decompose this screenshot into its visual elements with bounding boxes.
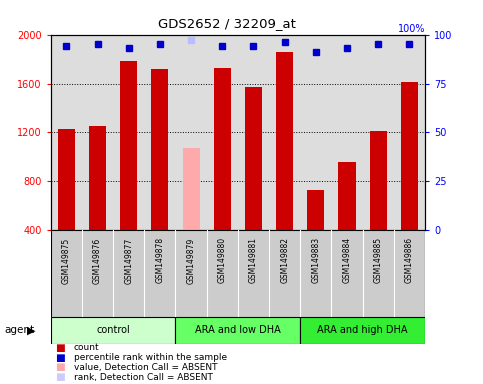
Bar: [51, 317, 175, 344]
Bar: [175, 317, 300, 344]
Text: GSM149877: GSM149877: [124, 237, 133, 283]
Bar: [245, 87, 262, 230]
Text: GSM149882: GSM149882: [280, 237, 289, 283]
Bar: [183, 148, 199, 230]
Text: ■: ■: [56, 372, 65, 382]
Text: GDS2652 / 32209_at: GDS2652 / 32209_at: [158, 17, 296, 30]
Text: GSM149883: GSM149883: [312, 237, 320, 283]
Bar: [300, 317, 425, 344]
Text: ▶: ▶: [27, 325, 36, 335]
Text: ARA and high DHA: ARA and high DHA: [317, 325, 408, 335]
Text: GSM149885: GSM149885: [374, 237, 383, 283]
Text: ■: ■: [56, 362, 65, 372]
Text: control: control: [96, 325, 130, 335]
Text: percentile rank within the sample: percentile rank within the sample: [74, 353, 227, 362]
Text: agent: agent: [5, 325, 35, 335]
Text: ARA and low DHA: ARA and low DHA: [195, 325, 281, 335]
Text: GSM149880: GSM149880: [218, 237, 227, 283]
Text: GSM149876: GSM149876: [93, 237, 102, 283]
Text: ■: ■: [56, 343, 65, 353]
Bar: [339, 162, 355, 230]
Text: GSM149886: GSM149886: [405, 237, 414, 283]
Text: 100%: 100%: [398, 23, 425, 33]
Bar: [276, 52, 293, 230]
Bar: [213, 68, 231, 230]
Bar: [151, 69, 169, 230]
Text: GSM149881: GSM149881: [249, 237, 258, 283]
Text: GSM149884: GSM149884: [342, 237, 352, 283]
Bar: [369, 131, 387, 230]
Bar: [401, 82, 418, 230]
Text: value, Detection Call = ABSENT: value, Detection Call = ABSENT: [74, 363, 217, 372]
Text: ■: ■: [56, 353, 65, 362]
Text: rank, Detection Call = ABSENT: rank, Detection Call = ABSENT: [74, 373, 213, 382]
Bar: [58, 129, 75, 230]
Bar: [120, 61, 137, 230]
Text: GSM149878: GSM149878: [156, 237, 164, 283]
Text: count: count: [74, 343, 99, 352]
Text: GSM149875: GSM149875: [62, 237, 71, 283]
Bar: [89, 126, 106, 230]
Text: GSM149879: GSM149879: [186, 237, 196, 283]
Bar: [307, 190, 325, 230]
